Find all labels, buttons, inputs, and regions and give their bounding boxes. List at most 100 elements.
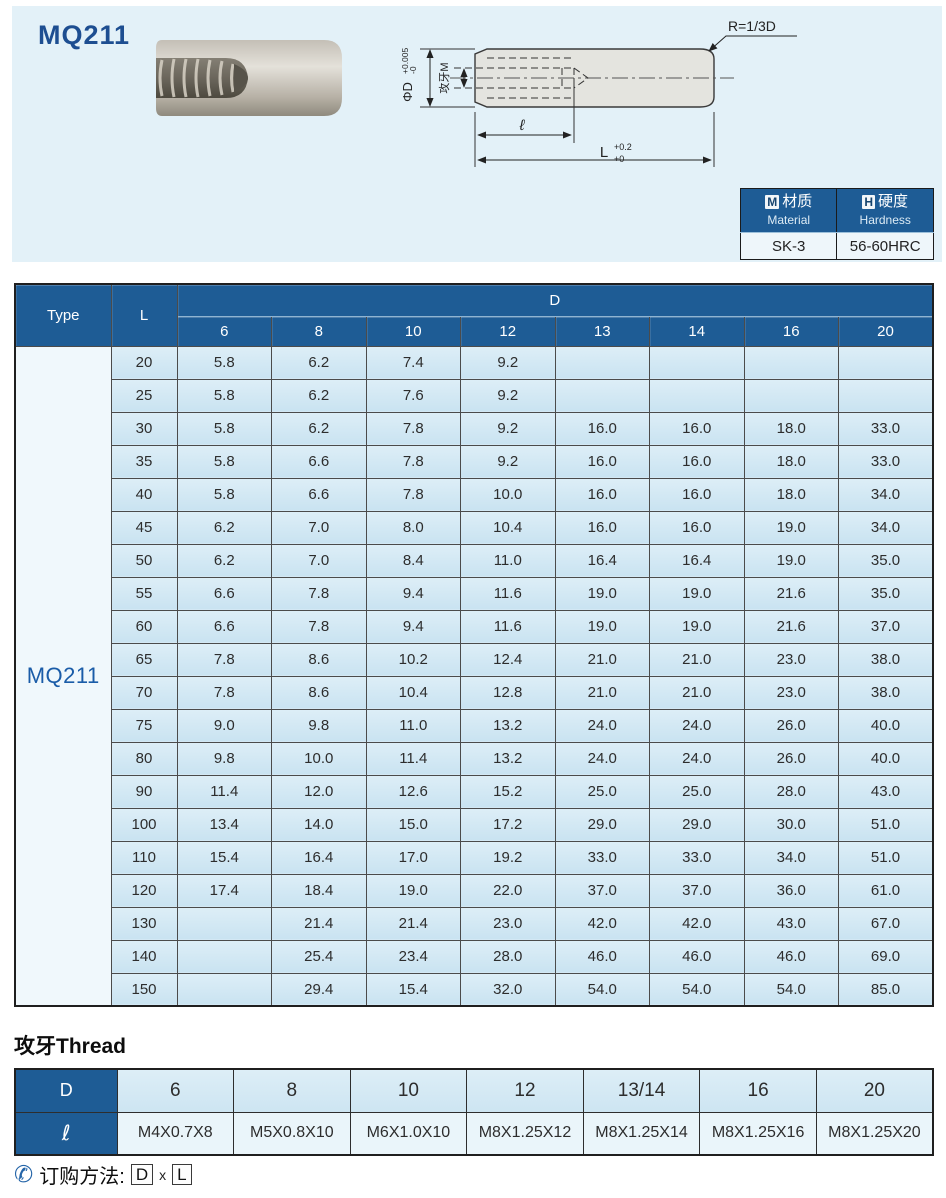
thread-spec-cell: M8X1.25X14 xyxy=(582,1111,701,1156)
dimension-value-cell: 5.8 xyxy=(176,345,272,380)
dimension-value-cell: 35.0 xyxy=(838,576,934,611)
dimension-value-cell: 25.4 xyxy=(271,939,367,974)
order-d-box: D xyxy=(130,1164,154,1185)
dimension-value-cell: 7.8 xyxy=(176,642,272,677)
order-l-box: L xyxy=(172,1164,192,1185)
dimension-value-cell: 25.0 xyxy=(649,774,745,809)
thread-d-value-cell: 16 xyxy=(699,1068,817,1113)
dimension-value-cell: 10.0 xyxy=(460,477,556,512)
dimension-value-cell: 26.0 xyxy=(743,708,839,743)
dimension-value-cell: 19.0 xyxy=(743,543,839,578)
dimension-value-cell xyxy=(838,378,934,413)
d-group-header: D xyxy=(176,283,934,317)
dimension-value-cell: 16.0 xyxy=(649,510,745,545)
dimension-value-cell: 28.0 xyxy=(743,774,839,809)
dimension-value-cell: 38.0 xyxy=(838,642,934,677)
table-row: 30 5.8 6.2 7.8 9.2 16.0 16.0 18.0 33.0 xyxy=(15,411,934,446)
material-en: Material xyxy=(767,212,811,227)
dimension-value-cell: 19.0 xyxy=(743,510,839,545)
diameter-tol-upper: +0.005 xyxy=(400,47,410,74)
dimension-value-cell: 16.0 xyxy=(649,477,745,512)
dimension-value-cell: 9.4 xyxy=(365,609,461,644)
d-column-header: 16 xyxy=(743,315,839,347)
dimension-value-cell: 6.2 xyxy=(271,345,367,380)
dimension-value-cell: 7.8 xyxy=(271,609,367,644)
dimension-value-cell: 10.4 xyxy=(365,675,461,710)
d-column-header: 20 xyxy=(838,315,934,347)
dimension-value-cell: 33.0 xyxy=(838,444,934,479)
dimension-value-cell xyxy=(649,345,745,380)
dimension-value-cell: 30.0 xyxy=(743,807,839,842)
technical-drawing: ΦD +0.005 -0 攻牙M ℓ L +0.2 +0 R=1/3D xyxy=(400,18,797,167)
dimension-value-cell: 9.8 xyxy=(176,741,272,776)
dimension-value-cell: 37.0 xyxy=(554,873,650,908)
dimension-value-cell: 10.0 xyxy=(271,741,367,776)
hardness-header: H 硬度 Hardness xyxy=(836,188,934,233)
dimension-value-cell: 37.0 xyxy=(649,873,745,908)
l-value-cell: 70 xyxy=(110,675,178,710)
material-letter-icon: M xyxy=(765,194,780,209)
dimension-value-cell: 13.4 xyxy=(176,807,272,842)
thread-d-header: D xyxy=(14,1068,118,1113)
table-row: 55 6.6 7.8 9.4 11.6 19.0 19.0 21.6 35.0 xyxy=(15,576,934,611)
dimension-value-cell: 23.0 xyxy=(743,642,839,677)
dimension-table: Type L D 6 8 10 12 13 14 16 20 MQ211 20 5.8 6.2 7.4… xyxy=(14,283,934,1007)
thread-spec-cell: M5X0.8X10 xyxy=(233,1111,351,1156)
dimension-value-cell: 21.0 xyxy=(554,675,650,710)
d-column-header: 6 xyxy=(176,315,272,347)
d-column-header: 10 xyxy=(365,315,461,347)
table-row: 140 25.4 23.4 28.0 46.0 46.0 46.0 69.0 xyxy=(15,939,934,974)
thread-label: 攻牙M xyxy=(437,62,451,93)
table-row: 70 7.8 8.6 10.4 12.8 21.0 21.0 23.0 38.0 xyxy=(15,675,934,710)
dimension-value-cell: 12.8 xyxy=(460,675,556,710)
dimension-value-cell: 34.0 xyxy=(838,477,934,512)
dimension-value-cell: 17.4 xyxy=(176,873,272,908)
dimension-value-cell: 28.0 xyxy=(460,939,556,974)
dimension-value-cell: 5.8 xyxy=(176,411,272,446)
thread-section-heading: 攻牙Thread xyxy=(14,1035,127,1058)
dimension-value-cell: 38.0 xyxy=(838,675,934,710)
hardness-en: Hardness xyxy=(859,212,911,227)
table-row: 50 6.2 7.0 8.4 11.0 16.4 16.4 19.0 35.0 xyxy=(15,543,934,578)
dimension-value-cell: 33.0 xyxy=(554,840,650,875)
dimension-value-cell: 12.4 xyxy=(460,642,556,677)
dimension-value-cell: 61.0 xyxy=(838,873,934,908)
dimension-value-cell: 21.4 xyxy=(271,906,367,941)
order-method-line: ✆ 订购方法: D x L xyxy=(14,1160,192,1189)
dimension-value-cell xyxy=(743,378,839,413)
thread-d-value-cell: 8 xyxy=(233,1068,351,1113)
material-header: M 材质 Material xyxy=(739,188,838,233)
dimension-value-cell: 7.6 xyxy=(365,378,461,413)
dimension-value-cell: 12.0 xyxy=(271,774,367,809)
l-value-cell: 30 xyxy=(110,411,178,446)
page-title: MQ211 xyxy=(38,20,131,50)
dimension-value-cell: 8.6 xyxy=(271,642,367,677)
dimension-value-cell: 19.0 xyxy=(365,873,461,908)
l-value-cell: 130 xyxy=(110,906,178,941)
dimension-value-cell: 11.6 xyxy=(460,609,556,644)
dimension-value-cell: 6.2 xyxy=(176,543,272,578)
dimension-value-cell: 5.8 xyxy=(176,444,272,479)
dimension-value-cell: 16.0 xyxy=(554,510,650,545)
l-value-cell: 20 xyxy=(110,345,178,380)
dimension-value-cell xyxy=(176,906,272,941)
table-row: 110 15.4 16.4 17.0 19.2 33.0 33.0 34.0 51.0 xyxy=(15,840,934,875)
dimension-value-cell: 46.0 xyxy=(554,939,650,974)
d-column-header: 13 xyxy=(554,315,650,347)
l-value-cell: 140 xyxy=(110,939,178,974)
dimension-value-cell: 17.0 xyxy=(365,840,461,875)
dimension-value-cell: 5.8 xyxy=(176,477,272,512)
dimension-value-cell: 12.6 xyxy=(365,774,461,809)
thread-spec-cell: M8X1.25X16 xyxy=(699,1111,817,1156)
dimension-value-cell: 19.0 xyxy=(649,576,745,611)
dimension-value-cell: 37.0 xyxy=(838,609,934,644)
material-value: SK-3 xyxy=(739,232,838,260)
l-value-cell: 90 xyxy=(110,774,178,809)
dimension-value-cell: 54.0 xyxy=(743,972,839,1007)
dimension-value-cell xyxy=(743,345,839,380)
dimension-value-cell: 25.0 xyxy=(554,774,650,809)
dimension-value-cell: 40.0 xyxy=(838,741,934,776)
dimension-value-cell: 7.8 xyxy=(365,444,461,479)
l-value-cell: 25 xyxy=(110,378,178,413)
thread-d-value-cell: 10 xyxy=(349,1068,468,1113)
